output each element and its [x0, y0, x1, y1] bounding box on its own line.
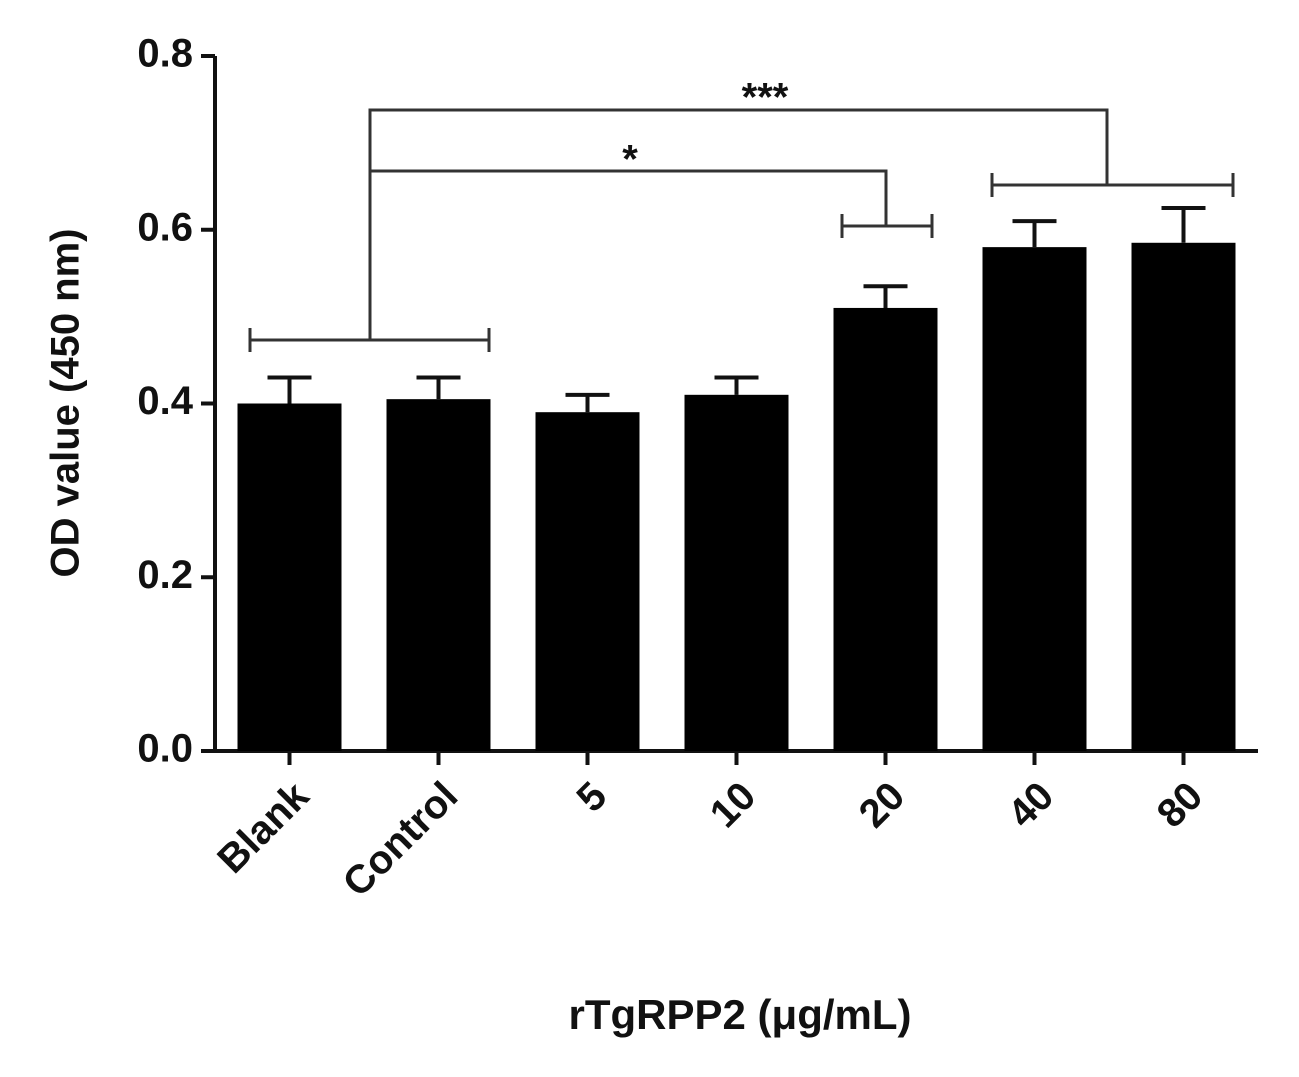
- y-tick-label: 0.8: [137, 32, 193, 76]
- error-bar: [565, 392, 610, 413]
- bar: [684, 394, 789, 751]
- x-tick-label: 5: [568, 774, 615, 821]
- y-tick-label: 0.0: [137, 727, 193, 771]
- error-bar: [416, 375, 461, 400]
- error-bar: [1012, 219, 1057, 248]
- x-tick-label: Control: [335, 774, 467, 906]
- bar: [237, 403, 342, 751]
- bar: [982, 247, 1087, 751]
- error-bar: [714, 375, 759, 395]
- bracket: [990, 173, 1235, 197]
- x-tick-label: 80: [1149, 774, 1212, 837]
- bracket: [370, 169, 888, 226]
- error-bar: [267, 375, 312, 404]
- y-tick-label: 0.4: [137, 379, 193, 423]
- bar: [386, 399, 491, 751]
- x-tick-label: 40: [1000, 774, 1063, 837]
- y-axis-label: OD value (450 nm): [44, 228, 88, 577]
- bar: [833, 307, 938, 751]
- x-tick-label: Blank: [209, 773, 318, 882]
- bar: [535, 412, 640, 751]
- bracket: [368, 108, 1109, 340]
- error-bar: [863, 284, 908, 308]
- y-tick-label: 0.6: [137, 205, 193, 249]
- bar: [1131, 242, 1236, 751]
- significance-label: ***: [742, 76, 789, 120]
- y-tick-label: 0.2: [137, 553, 193, 597]
- x-tick-label: 20: [851, 774, 914, 837]
- significance-label: *: [622, 138, 638, 182]
- x-axis-label: rTgRPP2 (μg/mL): [568, 991, 911, 1038]
- error-bar: [1161, 206, 1206, 243]
- x-tick-label: 10: [702, 774, 765, 837]
